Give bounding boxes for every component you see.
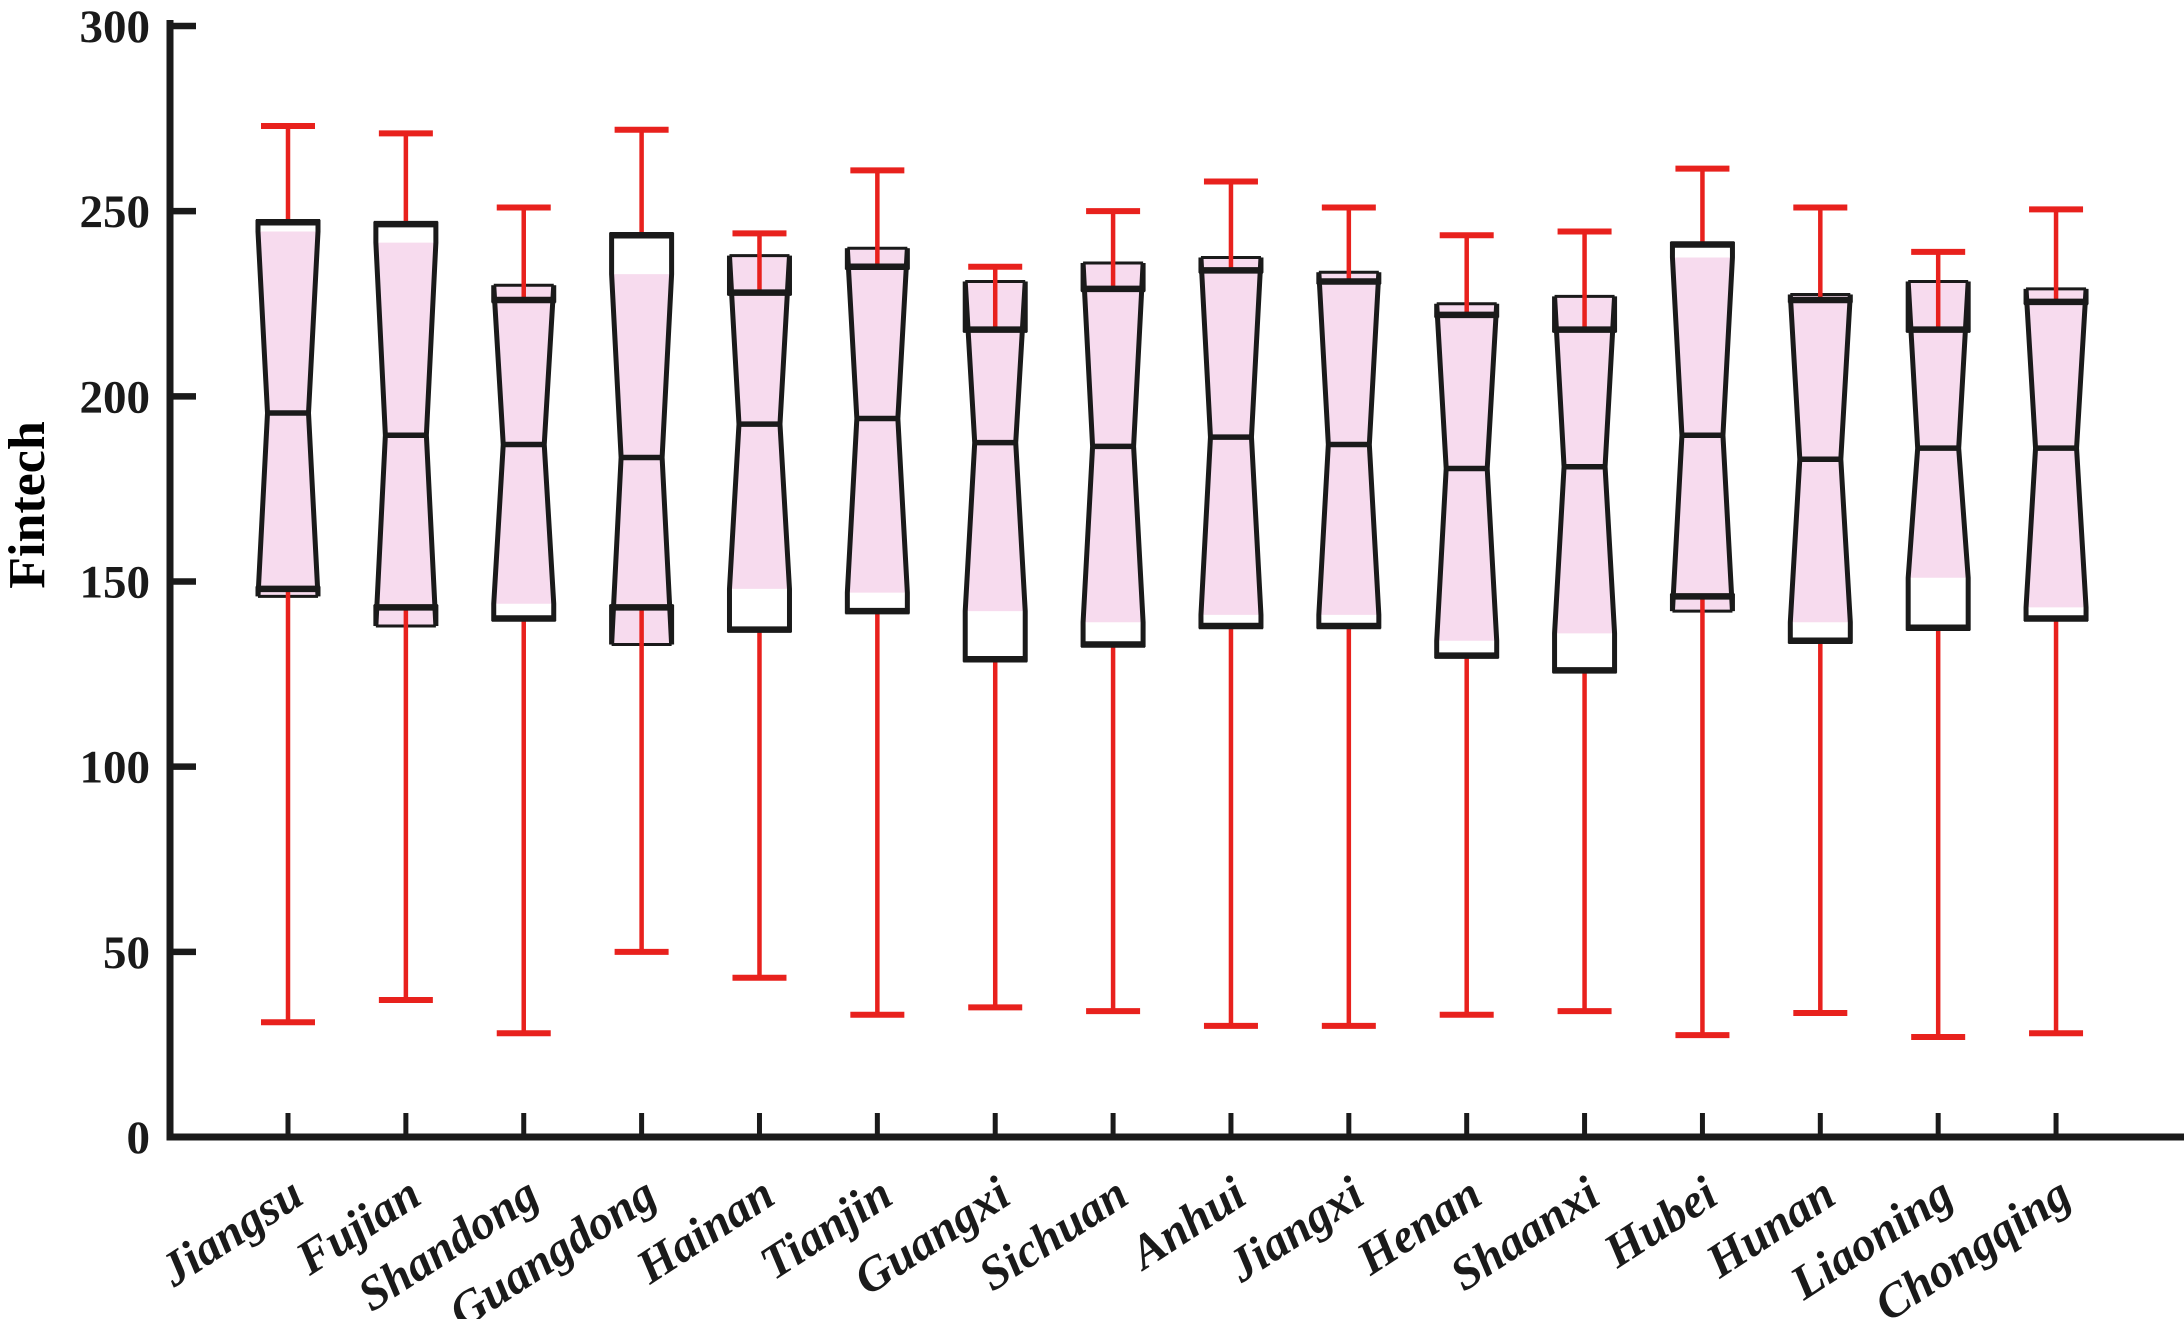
boxplot-hubei xyxy=(1669,165,1735,1137)
y-tick-label: 200 xyxy=(80,371,151,423)
y-tick-label: 250 xyxy=(80,186,151,238)
y-tick-label: 150 xyxy=(80,557,151,609)
y-tick-label: 100 xyxy=(80,742,151,794)
x-tick-label: Hubei xyxy=(1594,1166,1727,1278)
x-tick-label: Hainan xyxy=(626,1167,783,1295)
boxplot-shaanxi xyxy=(1552,228,1618,1137)
x-tick-label: Jiangxi xyxy=(1218,1166,1374,1293)
notch-fill xyxy=(1083,263,1144,623)
boxplot-guangxi xyxy=(962,263,1028,1137)
y-tick-label: 300 xyxy=(80,1,151,53)
boxplot-anhui xyxy=(1198,178,1264,1137)
plot-area: 050100150200250300JiangsuFujianShandongG… xyxy=(80,1,2184,1319)
notch-fill xyxy=(1908,281,1969,578)
notch-fill xyxy=(1436,303,1497,641)
boxplot-liaoning xyxy=(1905,248,1971,1137)
boxplot-jiangxi xyxy=(1316,204,1382,1137)
boxplot-hunan xyxy=(1787,204,1853,1137)
notch-fill xyxy=(965,281,1026,612)
boxplot-hainan xyxy=(726,230,792,1137)
boxplot-shandong xyxy=(491,204,557,1137)
y-tick-label: 50 xyxy=(103,927,150,979)
boxplot-jiangsu xyxy=(255,122,321,1137)
boxplot-henan xyxy=(1434,232,1500,1137)
boxplot-guangdong xyxy=(609,126,675,1137)
boxplot-chongqing xyxy=(2023,206,2089,1137)
boxplot-sichuan xyxy=(1080,208,1146,1137)
y-axis-title: Fintech xyxy=(0,421,56,589)
boxplot-fujian xyxy=(373,130,439,1137)
boxplot-tianjin xyxy=(844,167,910,1137)
x-tick-label: Jiangsu xyxy=(150,1167,312,1298)
y-tick-label: 0 xyxy=(127,1112,151,1164)
